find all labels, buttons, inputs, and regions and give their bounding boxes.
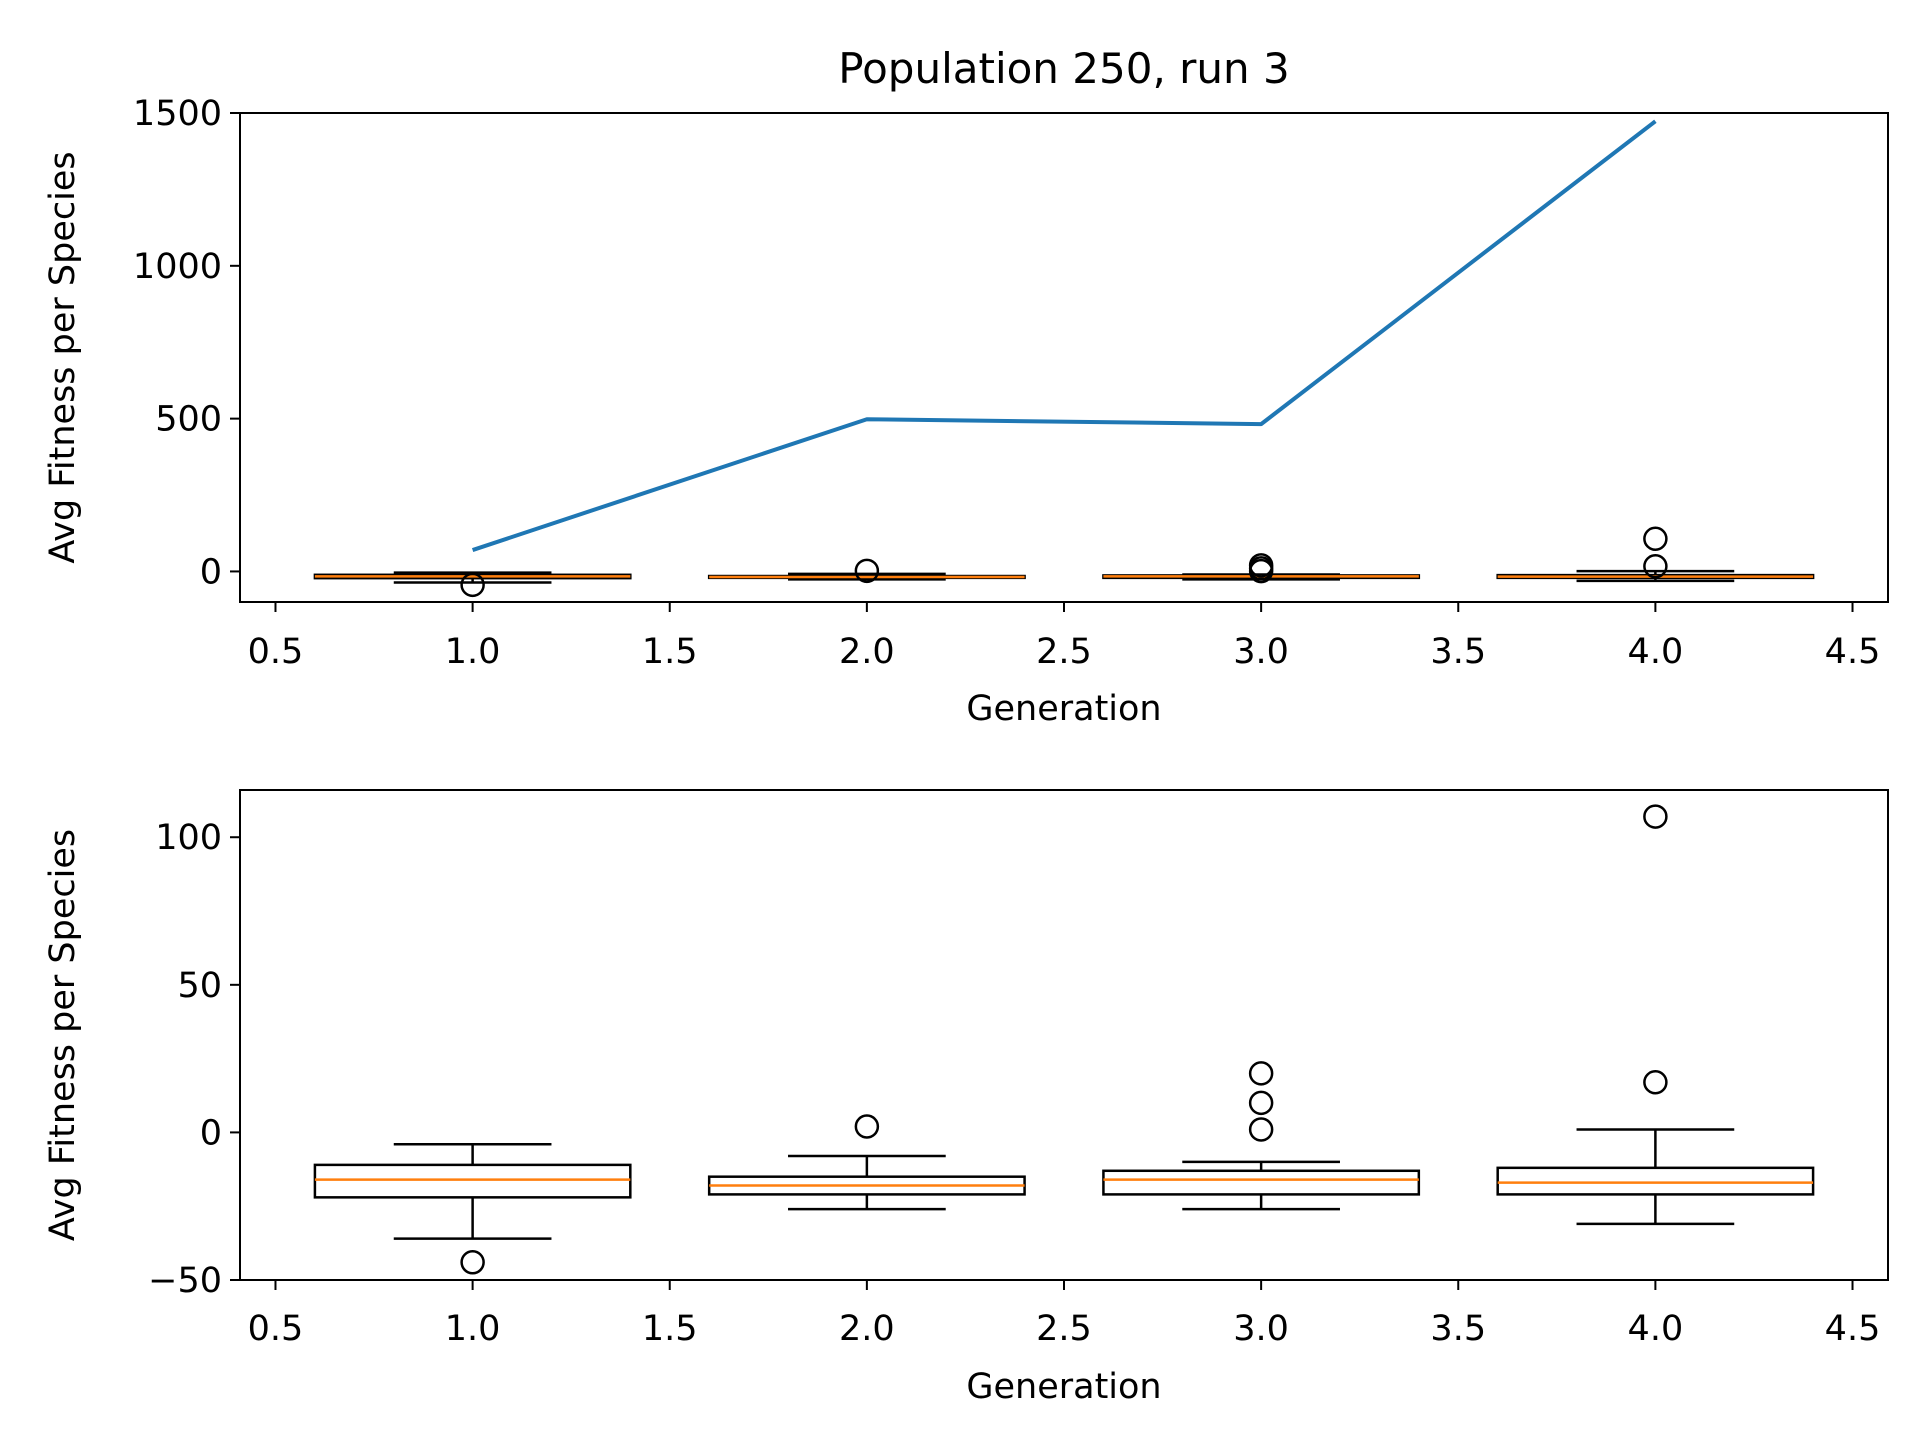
plot-frame [239, 789, 1889, 1281]
top-panel: 0.5 1.0 1.5 2.0 2.5 3.0 3.5 4.0 4.5 0 500 1000 1500 G… [43, 94, 1889, 729]
x-tick-label: 4.0 [1628, 1309, 1684, 1349]
x-tick-label: 1.0 [445, 1309, 501, 1349]
box-generation-4 [1496, 526, 1815, 583]
x-tick-label: 1.0 [445, 632, 501, 672]
y-tick-label: 1000 [133, 247, 222, 287]
y-axis-label: Avg Fitness per Species [43, 829, 83, 1241]
y-tick-label: 0 [200, 552, 222, 592]
box-generation-1 [313, 1142, 632, 1275]
box-body [1102, 1169, 1421, 1196]
box-generation-4 [1496, 804, 1815, 1226]
x-axis-label: Generation [966, 1367, 1161, 1407]
box-generation-3 [1102, 1061, 1421, 1211]
outlier-point [1643, 553, 1668, 579]
outlier-point [460, 1250, 485, 1275]
x-tick-label: 2.0 [839, 632, 895, 672]
x-tick-label: 0.5 [248, 632, 304, 672]
y-tick-label: 500 [155, 400, 222, 440]
figure-title: Population 250, run 3 [838, 44, 1289, 93]
x-tick-label: 2.5 [1036, 1309, 1092, 1349]
outlier-point [1248, 1061, 1274, 1086]
box-body [1496, 1166, 1815, 1196]
outlier-point [854, 1114, 880, 1139]
y-tick-label: −50 [148, 1261, 222, 1301]
x-tick-label: 2.0 [839, 1309, 895, 1349]
x-tick-label: 3.5 [1430, 632, 1486, 672]
box-body [313, 1163, 632, 1199]
x-tick-label: 3.0 [1233, 1309, 1289, 1349]
x-tick-label: 4.0 [1628, 632, 1684, 672]
y-tick-label: 50 [177, 966, 222, 1006]
box-generation-3 [1102, 553, 1421, 584]
bottom-panel: 0.5 1.0 1.5 2.0 2.5 3.0 3.5 4.0 4.5 −50 0 50 100 Gene… [43, 789, 1889, 1407]
x-axis-label: Generation [966, 689, 1161, 729]
x-tick-label: 1.5 [642, 1309, 698, 1349]
outlier-point [460, 572, 485, 598]
y-tick-label: 0 [200, 1113, 222, 1153]
box-generation-1 [313, 571, 632, 598]
outlier-point [854, 558, 880, 584]
plot-frame [239, 112, 1889, 603]
outlier-point [1248, 553, 1274, 578]
box-generation-2 [707, 1114, 1026, 1211]
x-tick-label: 1.5 [642, 632, 698, 672]
x-tick-label: 3.0 [1233, 632, 1289, 672]
x-tick-label: 4.5 [1825, 1309, 1881, 1349]
y-tick-label: 100 [155, 818, 222, 858]
x-tick-label: 2.5 [1036, 632, 1092, 672]
y-axis-label: Avg Fitness per Species [43, 151, 83, 563]
outlier-point [1643, 1069, 1668, 1095]
outlier-point [1248, 1117, 1274, 1142]
outlier-point [1643, 526, 1668, 551]
outlier-point [1248, 1090, 1274, 1116]
x-tick-label: 3.5 [1430, 1309, 1486, 1349]
y-tick-label: 1500 [133, 94, 222, 134]
outlier-point [1643, 804, 1668, 829]
fitness-line [471, 119, 1657, 552]
x-tick-label: 0.5 [248, 1309, 304, 1349]
x-tick-label: 4.5 [1825, 632, 1881, 672]
box-generation-2 [707, 558, 1026, 584]
